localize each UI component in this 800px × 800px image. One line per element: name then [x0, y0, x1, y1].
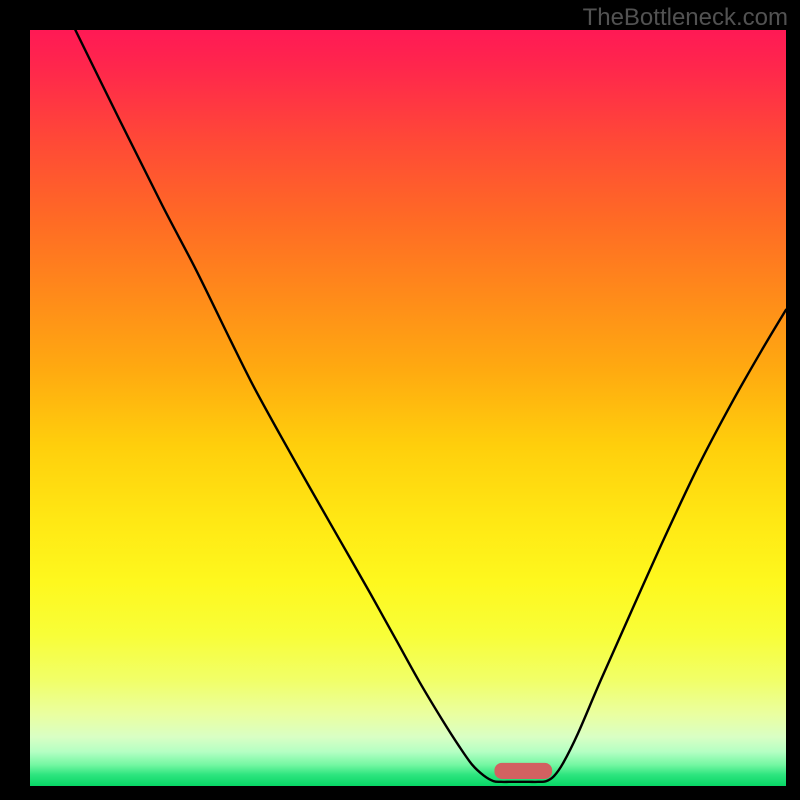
plot-area	[30, 30, 786, 786]
watermark-text: TheBottleneck.com	[583, 4, 788, 32]
chart-container: TheBottleneck.com	[0, 0, 800, 800]
